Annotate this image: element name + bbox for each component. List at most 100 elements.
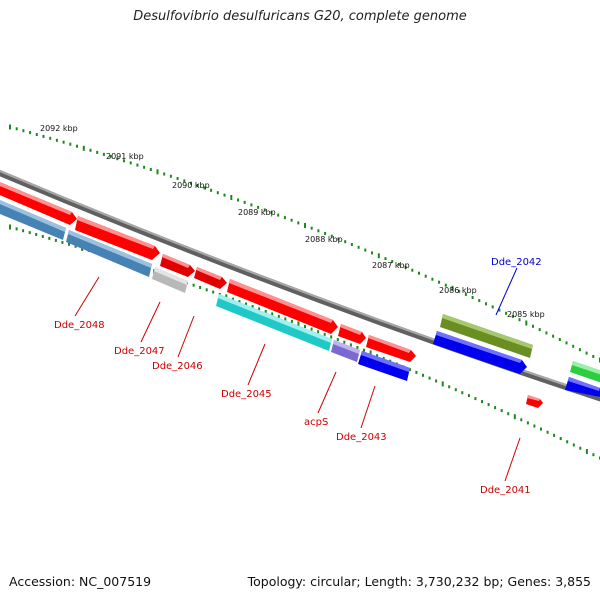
outer-scale-tick [283, 216, 286, 220]
outer-scale-tick [216, 191, 219, 195]
outer-scale-tick [116, 157, 119, 161]
outer-scale-tick [62, 140, 65, 144]
gene-fwd-green[interactable] [570, 361, 600, 384]
outer-scale-tick [9, 124, 11, 130]
gene-dde-2042[interactable] [440, 314, 533, 358]
outer-scale-tick [485, 302, 487, 306]
outer-scale-tick [230, 195, 233, 200]
gene-fwd-e[interactable] [338, 324, 366, 344]
outer-scale-tick [505, 311, 508, 315]
inner-scale-tick [520, 418, 523, 422]
inner-scale-tick [461, 391, 464, 395]
inner-scale-tick [343, 340, 346, 344]
outer-scale-tick [237, 198, 239, 202]
inner-scale-tick [336, 338, 339, 341]
gene-fwd-dde-2048-part[interactable] [0, 180, 77, 225]
gene-dde-2041[interactable] [526, 395, 543, 408]
outer-scale-tick [15, 127, 18, 131]
inner-scale-tick [500, 409, 503, 413]
outer-scale-tick [350, 243, 353, 246]
inner-scale-tick [231, 297, 234, 301]
inner-scale-tick [559, 437, 562, 441]
gene-dde-2048-b[interactable] [66, 230, 152, 277]
outer-scale-tick [29, 131, 32, 135]
gene-fwd-d[interactable] [227, 279, 338, 334]
outer-scale-tick [545, 331, 548, 335]
inner-scale-tick [297, 321, 300, 327]
inner-scale-tick [572, 443, 575, 447]
outer-scale-tick [337, 237, 340, 241]
inner-scale-tick [592, 453, 595, 457]
label-dde-2047: Dde_2047 [114, 346, 165, 357]
gene-acps[interactable] [331, 340, 360, 362]
label-dde-2048: Dde_2048 [54, 320, 105, 331]
inner-scale-tick [271, 312, 274, 316]
outer-scale-tick [464, 292, 467, 296]
outer-scale-tick [578, 348, 581, 352]
outer-scale-tick [404, 265, 407, 269]
outer-scale-tick [572, 344, 575, 348]
gene-fwd-a[interactable] [75, 216, 160, 260]
outer-scale-tick [196, 184, 199, 187]
inner-scale-tick [356, 346, 359, 349]
scale-label-2089: 2089 kbp [238, 208, 276, 217]
genome-summary-text: Topology: circular; Length: 3,730,232 bp… [247, 574, 591, 589]
outer-scale-tick [304, 223, 306, 228]
outer-scale-tick [511, 315, 514, 318]
outer-scale-tick [444, 283, 447, 287]
scale-label-2090: 2090 kbp [172, 181, 210, 190]
outer-scale-tick [344, 240, 347, 244]
gene-rev-blue-right[interactable] [565, 377, 600, 398]
inner-scale-tick [363, 348, 365, 352]
gene-fwd-b[interactable] [160, 254, 195, 277]
outer-scale-tick [411, 268, 414, 272]
gene-fwd-f[interactable] [366, 335, 416, 362]
inner-scale-tick [428, 376, 431, 380]
outer-scale-tick [384, 257, 387, 261]
outer-scale-tick [69, 142, 72, 146]
outer-scale-tick [357, 245, 360, 249]
gene-rev-blue-long[interactable] [433, 331, 527, 374]
scale-label-2086: 2086 kbp [439, 286, 477, 295]
outer-scale-tick [330, 234, 333, 238]
label-acps: acpS [304, 417, 328, 428]
outer-scale-tick [438, 280, 441, 284]
inner-scale-tick [441, 381, 444, 387]
inner-scale-tick [494, 406, 497, 410]
outer-scale-tick [270, 211, 273, 214]
outer-scale-tick [491, 305, 494, 309]
outer-scale-tick [163, 172, 166, 176]
inner-scale-tick [238, 300, 241, 304]
gene-dde-2048[interactable] [0, 198, 66, 240]
outer-scale-tick [22, 129, 25, 133]
outer-scale-tick [277, 213, 280, 217]
outer-scale-tick [96, 150, 99, 154]
gene-fwd-c[interactable] [194, 267, 227, 289]
outer-scale-tick [210, 188, 213, 192]
gene-dde-2043[interactable] [358, 351, 410, 381]
inner-scale-tick [487, 403, 490, 407]
inner-scale-tick [448, 385, 451, 389]
outer-scale-tick [136, 163, 139, 167]
gene-dde-2047[interactable] [152, 267, 188, 293]
inner-scale-tick [258, 307, 261, 311]
inner-scale-tick [540, 427, 542, 431]
inner-scale-tick [54, 238, 57, 242]
outer-scale-tick [102, 152, 105, 156]
outer-scale-tick [190, 181, 192, 185]
outer-scale-tick [129, 161, 132, 165]
outer-scale-tick [89, 148, 92, 152]
scale-label-2085: 2085 kbp [507, 310, 545, 319]
inner-scale-tick [15, 227, 18, 231]
inner-scale-tick [435, 379, 438, 383]
inner-scale-tick [317, 330, 320, 334]
outer-scale-tick [310, 226, 313, 230]
outer-scale-tick [257, 205, 260, 209]
outer-scale-tick [250, 203, 253, 207]
inner-scale-tick [264, 309, 267, 313]
outer-scale-tick [35, 133, 38, 136]
label-dde-2046: Dde_2046 [152, 361, 203, 372]
gene-dde-2045[interactable] [216, 294, 332, 351]
outer-scale-tick [391, 260, 394, 263]
inner-scale-tick [9, 224, 11, 230]
